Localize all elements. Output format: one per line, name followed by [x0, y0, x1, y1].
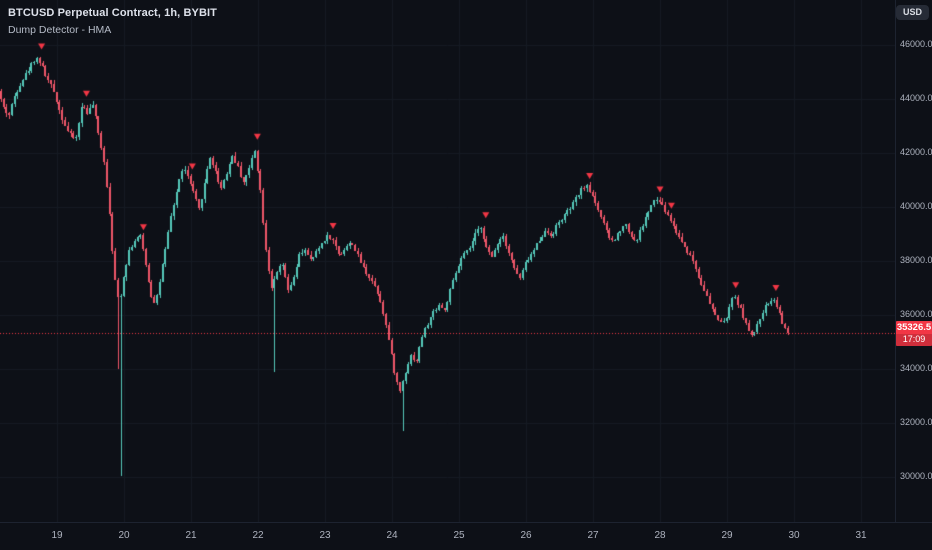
- time-tick-label: 19: [51, 530, 63, 541]
- indicator-label[interactable]: Dump Detector - HMA: [8, 24, 112, 36]
- price-tick-label: 46000.0: [900, 39, 932, 49]
- price-tick-label: 42000.0: [900, 147, 932, 157]
- time-tick-label: 29: [721, 530, 733, 541]
- price-tick-label: 36000.0: [900, 309, 932, 319]
- bar-countdown: 17:09: [896, 334, 932, 347]
- time-tick-label: 22: [252, 530, 264, 541]
- chart-legend: BTCUSD Perpetual Contract, 1h, BYBIT Dum…: [8, 7, 217, 36]
- current-price-value: 35326.5: [896, 322, 932, 334]
- price-tick-label: 38000.0: [900, 255, 932, 265]
- time-tick-label: 27: [587, 530, 599, 541]
- price-tick-label: 32000.0: [900, 417, 932, 427]
- currency-usd-button[interactable]: USD: [895, 5, 929, 20]
- time-tick-label: 25: [453, 530, 465, 541]
- time-tick-label: 28: [654, 530, 666, 541]
- current-price-label: 35326.5 17:09: [896, 321, 932, 347]
- price-axis[interactable]: 35326.5 17:09 30000.0 32000.0 34000.0 36000…: [895, 0, 932, 522]
- time-tick-label: 24: [386, 530, 398, 541]
- time-axis[interactable]: 19 20 21 22 23 24 25 26 27 28 29 30 31: [0, 522, 932, 550]
- time-tick-label: 20: [118, 530, 130, 541]
- price-tick-label: 34000.0: [900, 363, 932, 373]
- price-tick-label: 44000.0: [900, 93, 932, 103]
- price-tick-label: 30000.0: [900, 471, 932, 481]
- candlestick-chart-canvas[interactable]: [0, 0, 895, 522]
- symbol-title[interactable]: BTCUSD Perpetual Contract, 1h, BYBIT: [8, 7, 217, 19]
- time-tick-label: 26: [520, 530, 532, 541]
- time-tick-label: 21: [185, 530, 197, 541]
- time-tick-label: 31: [855, 530, 867, 541]
- price-tick-label: 40000.0: [900, 201, 932, 211]
- time-tick-label: 30: [788, 530, 800, 541]
- time-tick-label: 23: [319, 530, 331, 541]
